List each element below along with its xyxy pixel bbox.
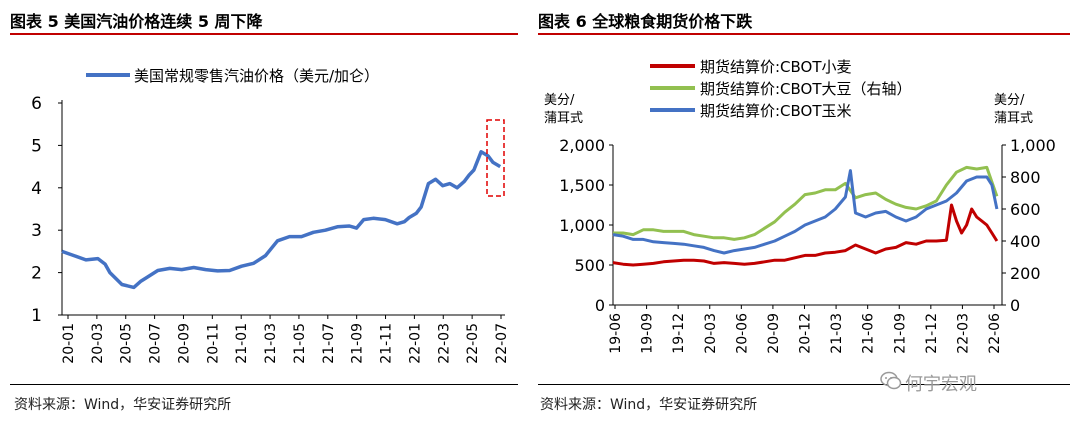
watermark-text: 何宇宏观 bbox=[905, 374, 977, 395]
x-tick-label: 20-09 bbox=[176, 323, 192, 364]
legend-label: 期货结算价:CBOT大豆（右轴） bbox=[700, 80, 912, 98]
right-y-tick-label: 800 bbox=[1010, 168, 1041, 187]
left-source-rule bbox=[10, 384, 518, 385]
x-tick-label: 20-03 bbox=[90, 323, 106, 364]
right-y-tick-label: 600 bbox=[1010, 200, 1041, 219]
left-axis-unit-line1: 美分/ bbox=[544, 93, 575, 108]
right-source-rule bbox=[538, 384, 1070, 385]
left-axis-unit-line2: 蒲耳式 bbox=[544, 111, 583, 126]
x-tick-label: 21-12 bbox=[924, 313, 940, 354]
x-tick-label: 20-11 bbox=[205, 323, 221, 364]
left-y-tick-label: 0 bbox=[595, 296, 605, 315]
x-tick-label: 19-12 bbox=[671, 313, 687, 354]
x-tick-label: 22-05 bbox=[465, 323, 481, 364]
x-tick-label: 22-01 bbox=[407, 323, 423, 364]
legend-label: 美国常规零售汽油价格（美元/加仑） bbox=[134, 67, 379, 85]
left-y-tick-label: 2,000 bbox=[559, 136, 605, 155]
left-chart-title: 图表 5 美国汽油价格连续 5 周下降 bbox=[10, 12, 263, 31]
x-tick-label: 22-06 bbox=[987, 313, 1003, 354]
right-y-tick-label: 1,000 bbox=[1010, 136, 1056, 155]
y-tick-label: 2 bbox=[31, 264, 42, 284]
gasoline-price-line bbox=[61, 150, 502, 290]
right-axis-unit-line1: 美分/ bbox=[994, 93, 1025, 108]
legend-label: 期货结算价:CBOT玉米 bbox=[700, 102, 852, 120]
legend-label: 期货结算价:CBOT小麦 bbox=[700, 58, 852, 76]
x-tick-label: 22-03 bbox=[436, 323, 452, 364]
x-tick-label: 19-09 bbox=[640, 313, 656, 354]
x-tick-label: 21-11 bbox=[379, 323, 395, 364]
right-y-tick-label: 400 bbox=[1010, 232, 1041, 251]
x-tick-label: 22-07 bbox=[494, 323, 510, 364]
right-title-rule bbox=[538, 33, 1070, 35]
x-tick-label: 21-03 bbox=[263, 323, 279, 364]
x-tick-label: 21-06 bbox=[861, 313, 877, 354]
y-tick-label: 6 bbox=[31, 94, 42, 114]
left-source-note: 资料来源：Wind，华安证券研究所 bbox=[14, 397, 232, 413]
grain-futures-chart: 0 500 1,000 1,500 2,000 0 200 400 600 800 1,000 美分/… bbox=[544, 58, 1056, 354]
x-tick-label: 21-07 bbox=[321, 323, 337, 364]
left-y-tick-label: 1,500 bbox=[559, 176, 605, 195]
highlight-box bbox=[486, 119, 505, 197]
right-source-note: 资料来源：Wind，华安证券研究所 bbox=[540, 397, 758, 413]
series-line-wheat bbox=[612, 203, 999, 267]
series-line-soybean bbox=[613, 165, 999, 241]
x-tick-label: 21-01 bbox=[234, 323, 250, 364]
right-y-tick-label: 200 bbox=[1010, 264, 1041, 283]
x-tick-label: 20-07 bbox=[148, 323, 164, 364]
x-tick-label: 22-03 bbox=[955, 313, 971, 354]
left-y-tick-label: 500 bbox=[574, 256, 605, 275]
right-y-tick-label: 0 bbox=[1010, 296, 1020, 315]
x-tick-label: 21-09 bbox=[350, 323, 366, 364]
left-y-tick-label: 1,000 bbox=[559, 216, 605, 235]
x-tick-label: 20-03 bbox=[703, 313, 719, 354]
x-tick-label: 19-06 bbox=[608, 313, 624, 354]
y-tick-label: 1 bbox=[31, 306, 42, 326]
right-chart-title: 图表 6 全球粮食期货价格下跌 bbox=[538, 12, 753, 31]
y-tick-label: 3 bbox=[31, 221, 42, 241]
gasoline-price-chart: 1 2 3 4 5 6 20-01 20-03 20-05 20-07 20-09 20-11 21-0… bbox=[31, 67, 510, 364]
x-tick-label: 20-12 bbox=[798, 313, 814, 354]
y-tick-label: 5 bbox=[31, 136, 42, 156]
x-tick-label: 20-06 bbox=[734, 313, 750, 354]
wechat-icon bbox=[880, 371, 902, 390]
x-tick-label: 20-09 bbox=[766, 313, 782, 354]
x-tick-label: 21-05 bbox=[292, 323, 308, 364]
x-tick-label: 21-09 bbox=[892, 313, 908, 354]
y-tick-label: 4 bbox=[31, 179, 42, 199]
right-axis-unit-line2: 蒲耳式 bbox=[994, 111, 1033, 126]
series-line-corn bbox=[612, 169, 999, 255]
left-title-rule bbox=[10, 33, 518, 35]
x-tick-label: 21-03 bbox=[829, 313, 845, 354]
x-tick-label: 20-05 bbox=[119, 323, 135, 364]
x-tick-label: 20-01 bbox=[61, 323, 77, 364]
